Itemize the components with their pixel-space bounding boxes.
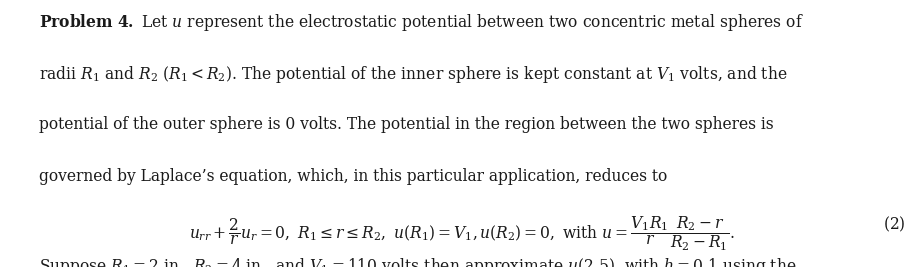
Text: Suppose $R_1 = 2$ in., $R_2 = 4$ in., and $V_1 = 110$ volts then approximate $u(: Suppose $R_1 = 2$ in., $R_2 = 4$ in., an… — [39, 256, 797, 267]
Text: $(2)$: $(2)$ — [883, 215, 906, 234]
Text: $u_{rr} + \dfrac{2}{r}u_r = 0,\ R_1 \leq r \leq R_2,\ u(R_1) = V_1, u(R_2) = 0,\: $u_{rr} + \dfrac{2}{r}u_r = 0,\ R_1 \leq… — [189, 215, 735, 253]
Text: potential of the outer sphere is 0 volts. The potential in the region between th: potential of the outer sphere is 0 volts… — [39, 116, 774, 133]
Text: governed by Laplace’s equation, which, in this particular application, reduces t: governed by Laplace’s equation, which, i… — [39, 168, 667, 185]
Text: $\bf{Problem\ 4.}$ Let $u$ represent the electrostatic potential between two con: $\bf{Problem\ 4.}$ Let $u$ represent the… — [39, 12, 803, 33]
Text: radii $R_1$ and $R_2$ ($R_1 < R_2$). The potential of the inner sphere is kept c: radii $R_1$ and $R_2$ ($R_1 < R_2$). The… — [39, 64, 787, 85]
